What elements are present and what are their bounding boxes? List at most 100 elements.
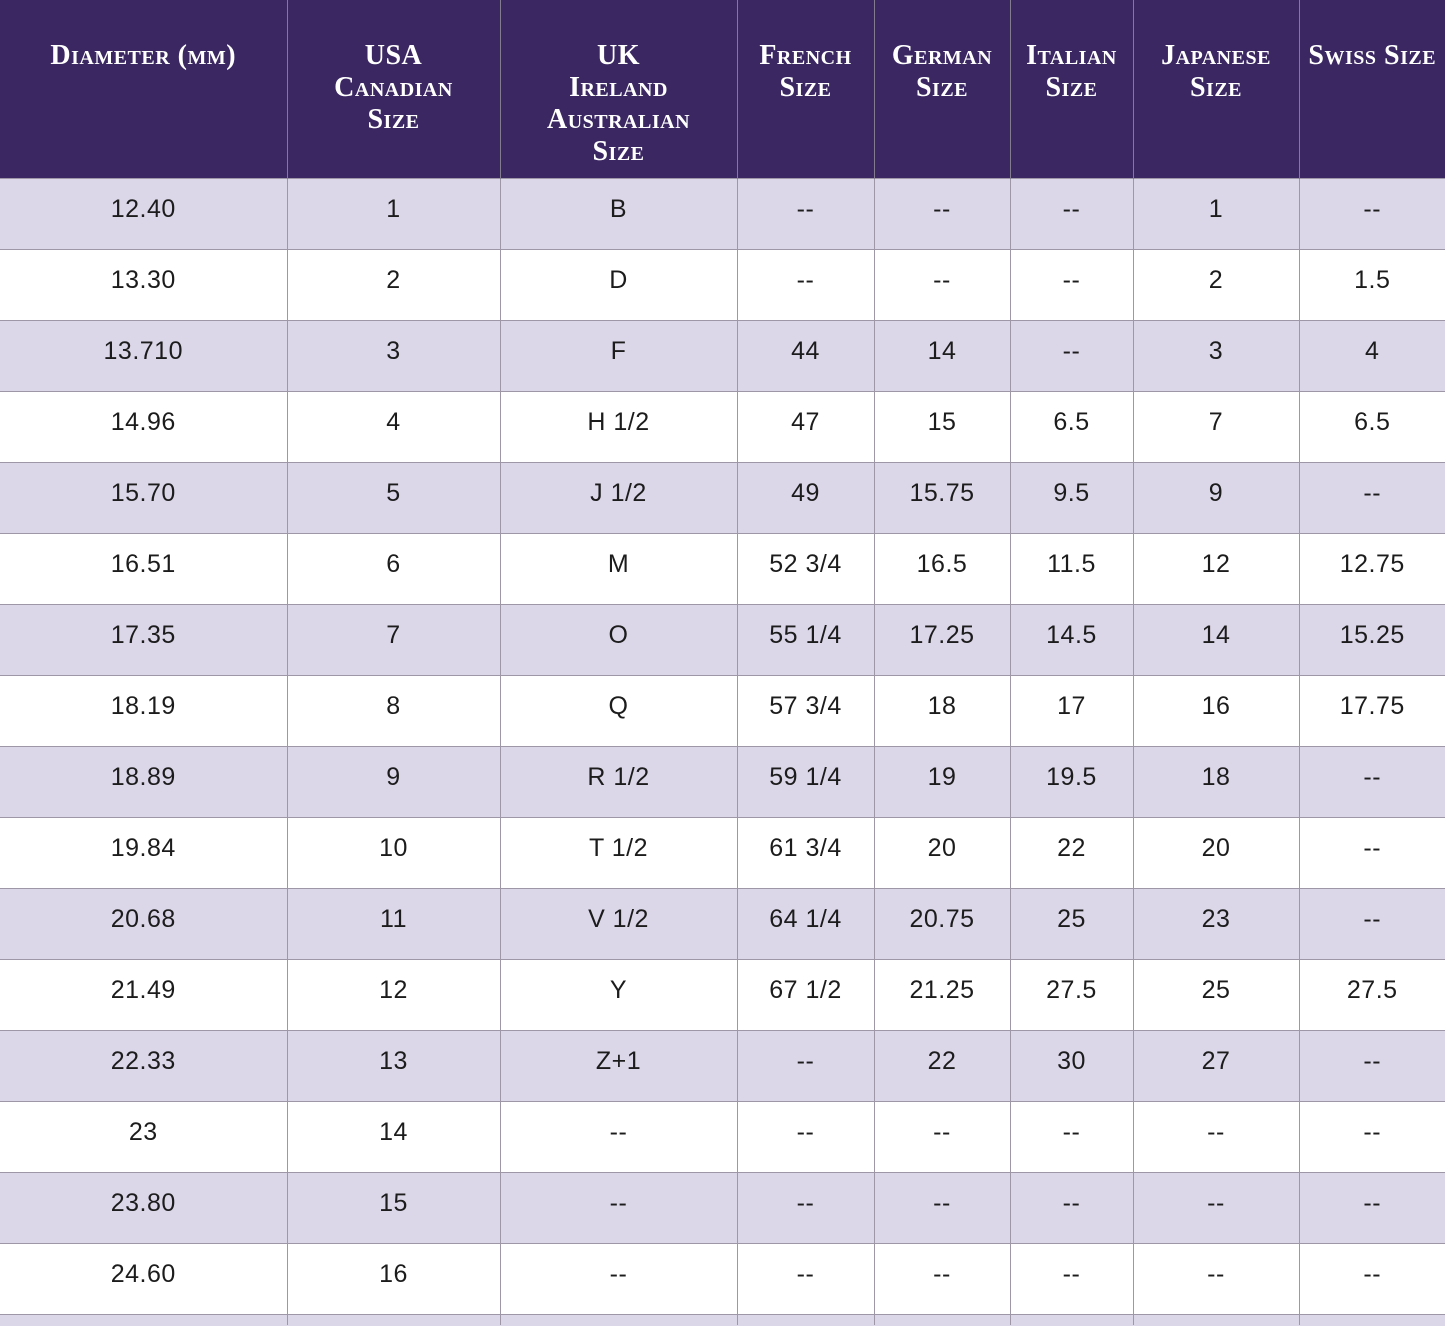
table-cell: 9 <box>1132 461 1300 534</box>
table-row: 18.19 8 Q 57 3/4 18 17 16 17.75 <box>0 674 1445 747</box>
table-cell: 1 <box>1132 177 1300 250</box>
table-cell: 64 1/4 <box>736 887 875 960</box>
table-cell: 13.30 <box>0 248 288 321</box>
table-cell: 24.60 <box>0 1242 288 1315</box>
table-cell: -- <box>1132 1100 1300 1173</box>
column-header: Italian Size <box>1010 0 1134 178</box>
table-row: 22.33 13 Z+1 -- 22 30 27 -- <box>0 1029 1445 1102</box>
table-row: 23 14 -- -- -- -- -- -- <box>0 1100 1445 1173</box>
table-cell: 23 <box>0 1100 288 1173</box>
table-cell: -- <box>499 1171 738 1244</box>
table-cell: 20.75 <box>873 887 1011 960</box>
table-cell: -- <box>1298 887 1445 960</box>
table-cell: -- <box>1298 1171 1445 1244</box>
table-cell: 7 <box>286 603 501 676</box>
table-cell: 20 <box>1132 816 1300 889</box>
column-header: Japanese Size <box>1133 0 1300 178</box>
table-cell <box>1132 1313 1300 1325</box>
table-cell: R 1/2 <box>499 745 738 818</box>
table-cell: -- <box>1298 1242 1445 1315</box>
table-cell: 23.80 <box>0 1171 288 1244</box>
table-cell: -- <box>873 177 1011 250</box>
table-cell: 14 <box>1132 603 1300 676</box>
table-cell: -- <box>499 1100 738 1173</box>
table-cell: 3 <box>1132 319 1300 392</box>
table-cell: -- <box>1298 745 1445 818</box>
table-cell: 30 <box>1009 1029 1134 1102</box>
table-cell: -- <box>736 1171 875 1244</box>
table-cell: D <box>499 248 738 321</box>
table-cell: Y <box>499 958 738 1031</box>
table-cell: 12 <box>286 958 501 1031</box>
table-cell: T 1/2 <box>499 816 738 889</box>
table-cell: 67 1/2 <box>736 958 875 1031</box>
table-cell: -- <box>1298 1100 1445 1173</box>
table-cell: F <box>499 319 738 392</box>
table-cell <box>873 1313 1011 1325</box>
table-cell: 25 <box>1132 958 1300 1031</box>
table-cell: 52 3/4 <box>736 532 875 605</box>
table-cell: 3 <box>286 319 501 392</box>
table-row: 24.60 16 -- -- -- -- -- -- <box>0 1242 1445 1315</box>
table-cell: 19.5 <box>1009 745 1134 818</box>
table-cell: 6.5 <box>1009 390 1134 463</box>
table-cell: 14.5 <box>1009 603 1134 676</box>
table-cell: -- <box>873 1100 1011 1173</box>
table-cell: 44 <box>736 319 875 392</box>
table-cell <box>1009 1313 1134 1325</box>
table-cell: -- <box>736 1100 875 1173</box>
table-cell: 25 <box>1009 887 1134 960</box>
table-cell: 27.5 <box>1298 958 1445 1031</box>
table-cell: 23 <box>1132 887 1300 960</box>
table-cell: 21.49 <box>0 958 288 1031</box>
table-cell: 11.5 <box>1009 532 1134 605</box>
column-header: Swiss Size <box>1299 0 1445 178</box>
table-cell: 6 <box>286 532 501 605</box>
table-cell: -- <box>1298 461 1445 534</box>
table-cell: 6.5 <box>1298 390 1445 463</box>
table-cell: M <box>499 532 738 605</box>
table-cell: 57 3/4 <box>736 674 875 747</box>
table-cell: -- <box>1009 319 1134 392</box>
table-cell: -- <box>736 1242 875 1315</box>
table-row: 14.96 4 H 1/2 47 15 6.5 7 6.5 <box>0 390 1445 463</box>
table-cell: 20 <box>873 816 1011 889</box>
table-cell: -- <box>1298 816 1445 889</box>
table-row: 23.80 15 -- -- -- -- -- -- <box>0 1171 1445 1244</box>
table-cell: -- <box>1009 1100 1134 1173</box>
table-cell: 15 <box>286 1171 501 1244</box>
table-cell: 1 <box>286 177 501 250</box>
table-cell: 21.25 <box>873 958 1011 1031</box>
table-cell: -- <box>1009 177 1134 250</box>
table-cell: -- <box>1132 1171 1300 1244</box>
table-cell: Z+1 <box>499 1029 738 1102</box>
table-cell: 2 <box>1132 248 1300 321</box>
column-header: French Size <box>737 0 875 178</box>
table-row: 15.70 5 J 1/2 49 15.75 9.5 9 -- <box>0 461 1445 534</box>
table-row: 13.710 3 F 44 14 -- 3 4 <box>0 319 1445 392</box>
table-row: 17.35 7 O 55 1/4 17.25 14.5 14 15.25 <box>0 603 1445 676</box>
table-cell: -- <box>1298 1029 1445 1102</box>
table-cell <box>736 1313 875 1325</box>
partial-row <box>0 1313 1445 1325</box>
table-cell: H 1/2 <box>499 390 738 463</box>
table-cell: 9.5 <box>1009 461 1134 534</box>
table-cell: 16.5 <box>873 532 1011 605</box>
table-cell: -- <box>1132 1242 1300 1315</box>
table-cell: 5 <box>286 461 501 534</box>
table-cell: 10 <box>286 816 501 889</box>
table-cell: 15 <box>873 390 1011 463</box>
table-cell: 22 <box>873 1029 1011 1102</box>
table-cell: 2 <box>286 248 501 321</box>
table-cell: Q <box>499 674 738 747</box>
table-row: 13.30 2 D -- -- -- 2 1.5 <box>0 248 1445 321</box>
table-cell: 19.84 <box>0 816 288 889</box>
table-cell: 13 <box>286 1029 501 1102</box>
table-cell: 18 <box>873 674 1011 747</box>
table-cell: 14.96 <box>0 390 288 463</box>
column-header: USA Canadian Size <box>287 0 501 178</box>
table-cell: 17.35 <box>0 603 288 676</box>
table-cell: -- <box>1009 248 1134 321</box>
table-cell: -- <box>736 248 875 321</box>
